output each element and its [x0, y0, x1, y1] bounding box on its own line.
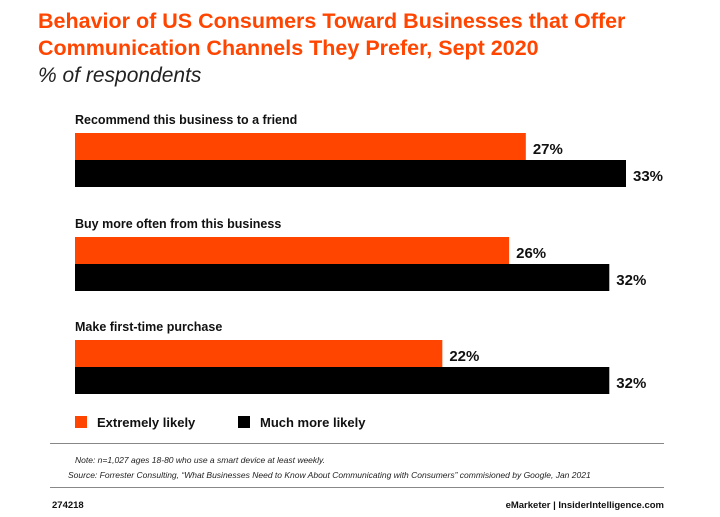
chart-subtitle: % of respondents	[38, 64, 202, 87]
chart-title: Behavior of US Consumers Toward Business…	[38, 9, 626, 60]
legend-swatch	[75, 416, 87, 428]
category-label: Buy more often from this business	[75, 217, 281, 231]
data-label: 27%	[533, 141, 563, 158]
bar-extremely-likely	[75, 237, 510, 264]
divider	[50, 487, 664, 488]
legend-label: Extremely likely	[97, 415, 196, 430]
bar-extremely-likely	[75, 133, 526, 160]
category-label: Recommend this business to a friend	[75, 113, 297, 127]
source: Source: Forrester Consulting, “What Busi…	[68, 470, 591, 480]
brand: eMarketer | InsiderIntelligence.com	[505, 500, 664, 511]
chart-id: 274218	[52, 500, 84, 511]
data-label: 32%	[616, 272, 646, 289]
bar-much-more-likely	[75, 264, 610, 291]
data-label: 32%	[616, 375, 646, 392]
category-label: Make first-time purchase	[75, 320, 222, 334]
bar-much-more-likely	[75, 160, 626, 187]
bar-extremely-likely	[75, 340, 443, 367]
legend-swatch	[238, 416, 250, 428]
data-label: 33%	[633, 168, 663, 185]
legend-label: Much more likely	[260, 415, 366, 430]
divider	[50, 443, 664, 444]
bar-much-more-likely	[75, 367, 610, 394]
data-label: 26%	[516, 245, 546, 262]
note: Note: n=1,027 ages 18-80 who use a smart…	[75, 455, 326, 465]
data-label: 22%	[449, 348, 479, 365]
